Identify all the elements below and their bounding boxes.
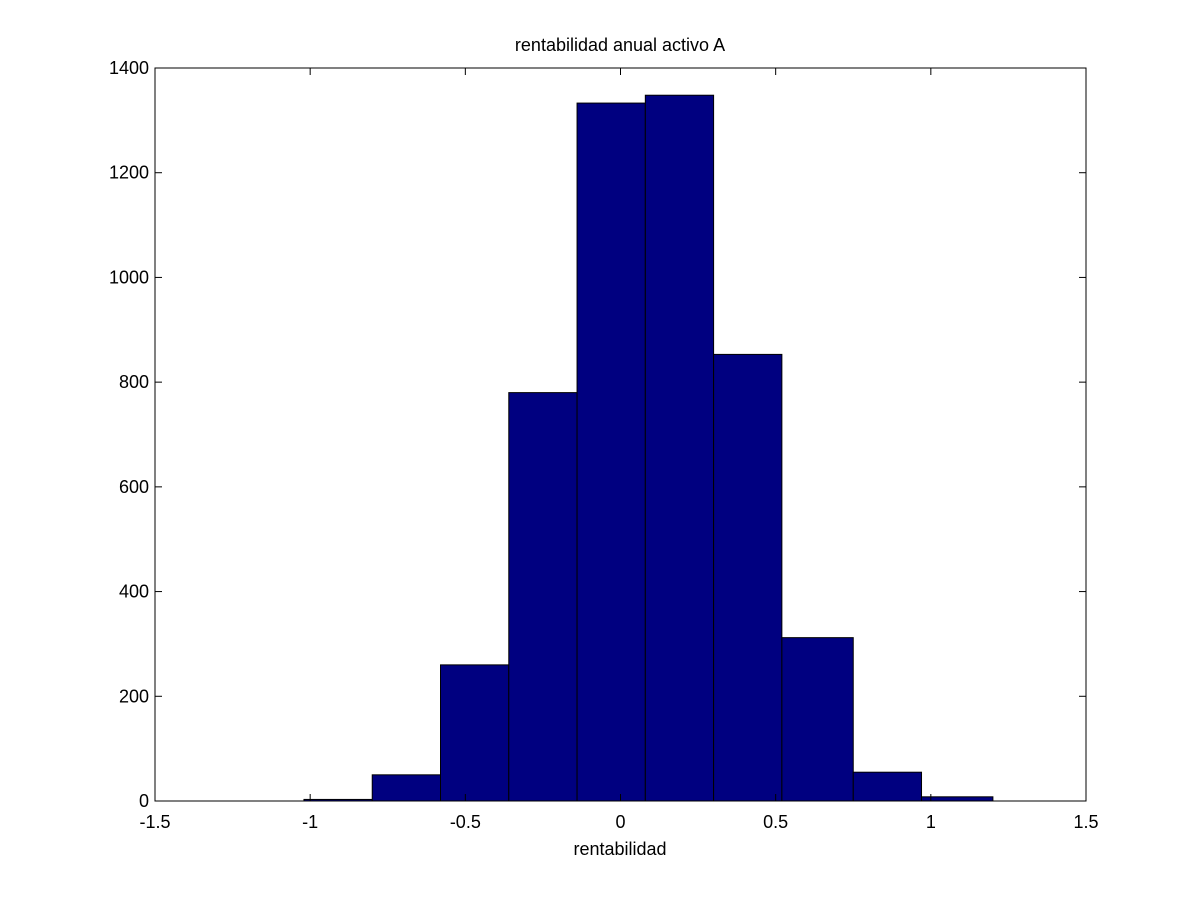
x-tick-label: 0.5 (763, 812, 788, 832)
histogram-bar-4 (508, 392, 578, 802)
y-tick-label: 1000 (109, 267, 149, 287)
x-tick-label: -1.5 (139, 812, 170, 832)
chart-title: rentabilidad anual activo A (515, 35, 725, 55)
axes-box (154, 67, 1087, 802)
histogram-bar-9 (852, 771, 923, 802)
y-tick-label: 400 (119, 582, 149, 602)
y-ticks-group: 0 200 400 600 800 1000 1200 1400 (109, 58, 1086, 811)
x-tick-label: -0.5 (450, 812, 481, 832)
y-tick-label: 800 (119, 372, 149, 392)
y-tick-label: 1200 (109, 163, 149, 183)
x-axis-label: rentabilidad (573, 839, 666, 859)
y-tick-label: 1400 (109, 58, 149, 78)
y-tick-label: 0 (139, 791, 149, 811)
x-tick-label: 0 (615, 812, 625, 832)
y-tick-label: 600 (119, 477, 149, 497)
histogram-bar-3 (440, 664, 510, 802)
histogram-bar-5 (576, 102, 646, 802)
x-tick-label: 1.5 (1073, 812, 1098, 832)
bars-group (303, 94, 994, 802)
histogram-bar-6 (644, 94, 715, 802)
histogram-bar-7 (713, 353, 783, 802)
x-tick-label: -1 (302, 812, 318, 832)
histogram-bar-8 (781, 637, 854, 802)
x-tick-label: 1 (926, 812, 936, 832)
x-ticks-group: -1.5 -1 -0.5 0 0.5 1 1.5 (139, 68, 1099, 832)
y-tick-label: 200 (119, 686, 149, 706)
histogram-bar-10 (921, 796, 994, 802)
histogram-bar-2 (371, 774, 442, 802)
